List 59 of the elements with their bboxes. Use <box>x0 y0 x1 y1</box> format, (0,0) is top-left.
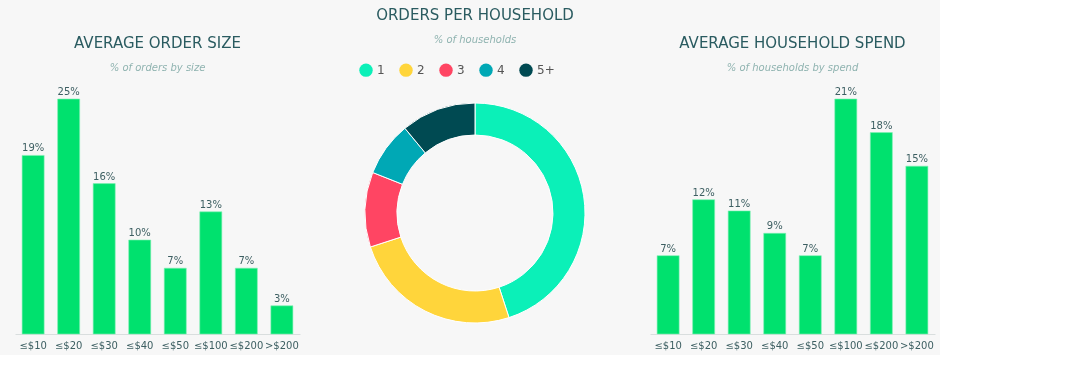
bar <box>21 155 45 335</box>
bar <box>798 255 822 335</box>
chart-subtitle: % of households <box>433 34 517 45</box>
x-tick-label: ≤$100 <box>828 339 863 351</box>
data-label: 9% <box>766 220 783 232</box>
bar <box>727 210 751 335</box>
bar <box>235 267 258 335</box>
legend-label: 4 <box>497 63 505 78</box>
data-label: 3% <box>273 292 290 304</box>
data-label: 25% <box>57 86 80 97</box>
data-label: 19% <box>22 142 45 154</box>
legend-label: 5+ <box>537 63 555 78</box>
x-tick-label: >$200 <box>899 339 934 351</box>
chart-subtitle: % of households by spend <box>726 62 859 73</box>
data-label: 7% <box>167 255 184 267</box>
x-tick-label: ≤$40 <box>761 339 789 351</box>
bar <box>870 132 893 335</box>
x-tick-label: ≤$200 <box>864 339 899 351</box>
x-tick-label: ≤$40 <box>126 339 154 351</box>
bar <box>128 239 152 335</box>
data-label: 11% <box>728 197 751 209</box>
x-tick-label: ≤$50 <box>161 339 189 351</box>
x-tick-label: ≤$100 <box>193 339 228 351</box>
bar <box>834 98 858 335</box>
bar <box>163 267 187 335</box>
chart-title: AVERAGE ORDER SIZE <box>74 34 241 52</box>
data-label: 7% <box>660 242 677 254</box>
chart-title: ORDERS PER HOUSEHOLD <box>376 6 574 24</box>
x-tick-label: ≤$10 <box>19 339 47 351</box>
chart-title: AVERAGE HOUSEHOLD SPEND <box>679 34 906 52</box>
bar <box>692 199 715 335</box>
legend-label: 1 <box>377 63 385 78</box>
data-label: 21% <box>834 86 857 97</box>
chart-subtitle: % of orders by size <box>109 62 206 73</box>
bar <box>92 183 116 335</box>
data-label: 13% <box>199 198 222 210</box>
legend-label: 3 <box>457 63 465 78</box>
x-tick-label: >$200 <box>264 339 299 351</box>
data-label: 7% <box>802 242 819 254</box>
data-label: 15% <box>905 153 928 165</box>
data-label: 10% <box>128 227 151 238</box>
bar <box>763 232 787 335</box>
x-tick-label: ≤$30 <box>725 339 753 351</box>
data-label: 16% <box>93 170 116 182</box>
bar <box>270 305 294 335</box>
data-label: 12% <box>692 186 715 198</box>
bar <box>656 255 680 335</box>
legend-label: 2 <box>417 63 425 78</box>
bar <box>57 98 80 335</box>
x-tick-label: ≤$200 <box>229 339 264 351</box>
data-label: 18% <box>870 119 893 131</box>
x-tick-label: ≤$20 <box>689 339 718 351</box>
bar <box>905 165 929 335</box>
bar <box>199 211 223 335</box>
x-tick-label: ≤$30 <box>90 339 118 351</box>
x-tick-label: ≤$10 <box>654 339 682 351</box>
x-tick-label: ≤$50 <box>796 339 824 351</box>
x-tick-label: ≤$20 <box>54 339 83 351</box>
data-label: 7% <box>238 255 255 267</box>
